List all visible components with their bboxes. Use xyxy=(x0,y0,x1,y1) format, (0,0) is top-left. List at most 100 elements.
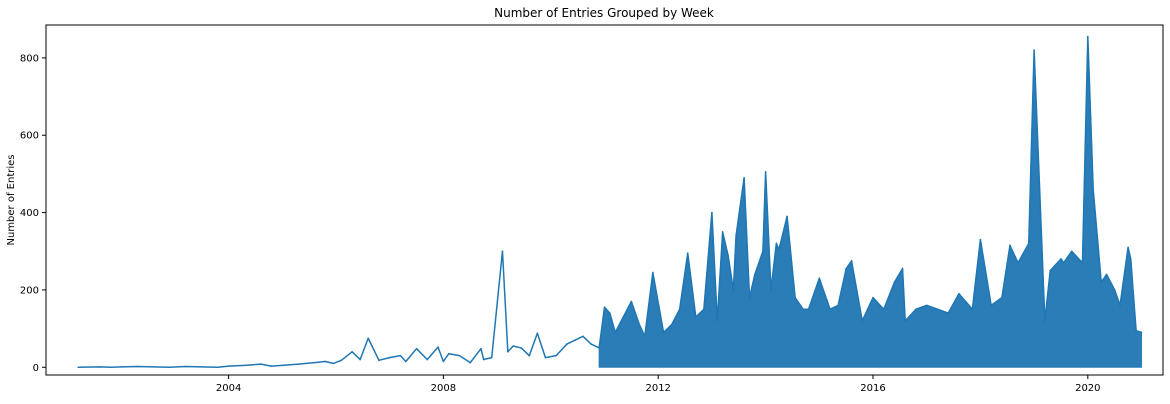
data-point xyxy=(340,359,343,362)
y-tick-label: 400 xyxy=(20,208,39,219)
data-point xyxy=(901,267,904,270)
data-point xyxy=(574,339,576,341)
data-point xyxy=(735,234,737,237)
data-point xyxy=(703,308,705,311)
chart-title: Number of Entries Grouped by Week xyxy=(494,6,714,20)
data-point xyxy=(711,211,713,214)
data-point xyxy=(678,308,681,311)
data-point xyxy=(614,331,617,334)
data-point xyxy=(378,359,380,362)
data-point xyxy=(184,365,187,368)
data-point xyxy=(512,345,515,347)
data-point xyxy=(490,356,493,359)
data-point xyxy=(936,308,939,311)
data-point xyxy=(716,320,719,322)
data-point xyxy=(861,320,864,322)
data-point xyxy=(638,323,641,326)
data-point xyxy=(990,304,992,307)
data-point xyxy=(1132,294,1135,297)
data-point xyxy=(754,273,756,276)
data-point xyxy=(947,312,949,314)
data-point xyxy=(437,346,439,348)
data-point xyxy=(1062,262,1065,264)
data-point xyxy=(528,354,531,357)
data-point xyxy=(748,296,751,299)
plot-frame xyxy=(45,24,1164,376)
x-tick-label: 2016 xyxy=(860,383,885,394)
data-point xyxy=(136,365,139,368)
data-point xyxy=(786,215,788,218)
data-point xyxy=(1097,250,1100,253)
data-point xyxy=(482,358,485,361)
data-point xyxy=(351,350,353,353)
data-point xyxy=(732,289,735,291)
data-point xyxy=(120,366,122,368)
data-point xyxy=(1100,281,1103,283)
data-point xyxy=(837,304,839,307)
data-point xyxy=(405,360,407,363)
y-tick-label: 200 xyxy=(20,285,39,296)
series-line xyxy=(78,35,1142,369)
data-point xyxy=(469,361,472,364)
data-point xyxy=(794,296,796,299)
data-point xyxy=(652,271,654,274)
data-point xyxy=(850,260,853,262)
data-point xyxy=(324,360,327,363)
data-point xyxy=(313,361,316,364)
data-point xyxy=(270,365,273,367)
data-point xyxy=(168,366,171,369)
series-dense-fill xyxy=(598,36,1143,368)
data-point xyxy=(1092,188,1094,191)
data-point xyxy=(590,343,592,345)
data-point xyxy=(603,306,606,309)
data-point xyxy=(297,363,300,365)
y-tick-label: 600 xyxy=(20,131,39,142)
data-point xyxy=(1001,296,1003,299)
data-point xyxy=(332,362,335,365)
data-point xyxy=(152,366,155,368)
data-point xyxy=(882,308,885,311)
data-point xyxy=(480,347,482,350)
data-point xyxy=(1113,289,1116,291)
data-point xyxy=(458,354,461,357)
data-point xyxy=(281,364,284,367)
data-point xyxy=(670,323,673,326)
data-point xyxy=(507,350,509,353)
data-point xyxy=(359,358,361,361)
data-point xyxy=(727,254,729,256)
data-point xyxy=(260,363,262,365)
data-point xyxy=(200,366,203,368)
data-point xyxy=(609,312,611,314)
data-point xyxy=(845,267,847,270)
data-point xyxy=(520,347,523,349)
data-point xyxy=(630,300,633,303)
data-point xyxy=(775,242,778,245)
data-point xyxy=(1009,244,1011,247)
data-point xyxy=(1060,258,1062,260)
y-axis-label: Number of Entries xyxy=(6,155,17,246)
x-axis: 2004 2008 2012 2016 2020 xyxy=(216,375,1101,394)
data-point xyxy=(829,308,831,311)
data-point xyxy=(1027,242,1030,245)
x-tick-label: 2008 xyxy=(431,383,456,394)
data-point xyxy=(893,281,896,283)
data-point xyxy=(764,171,767,173)
data-point xyxy=(415,347,418,350)
data-point xyxy=(971,308,974,311)
data-point xyxy=(1135,329,1137,332)
data-point xyxy=(686,252,689,254)
data-point xyxy=(743,176,745,179)
data-point xyxy=(501,250,504,253)
data-point xyxy=(1140,331,1143,334)
data-point xyxy=(442,360,445,363)
data-point xyxy=(1049,269,1052,272)
data-point xyxy=(388,356,391,359)
data-point xyxy=(915,308,917,311)
data-point xyxy=(643,335,646,338)
data-point xyxy=(802,308,804,311)
data-point xyxy=(536,332,539,335)
x-tick-label: 2020 xyxy=(1075,383,1100,394)
data-point xyxy=(1129,258,1132,260)
